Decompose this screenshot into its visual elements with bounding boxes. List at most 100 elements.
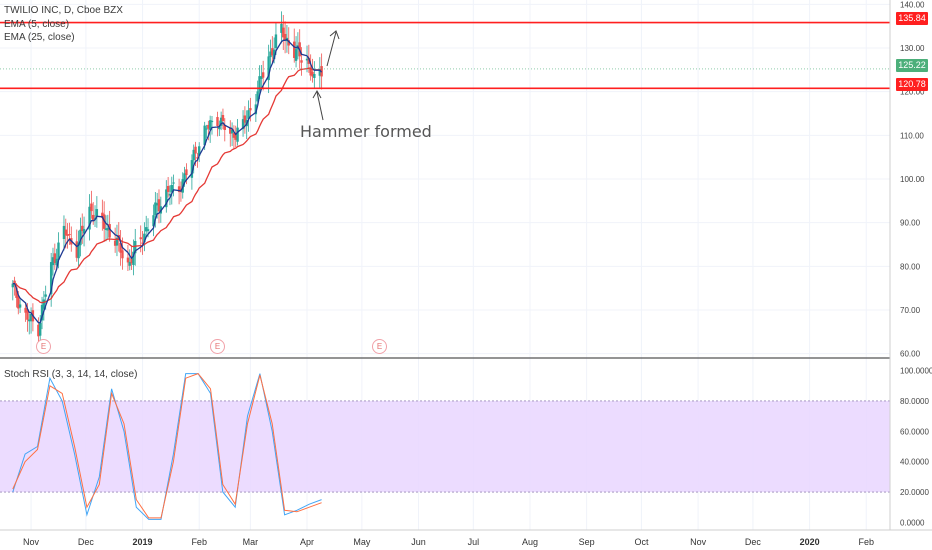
candle-body bbox=[219, 117, 223, 126]
stoch-tick-label: 100.0000 bbox=[900, 367, 932, 376]
candle-body bbox=[104, 228, 108, 230]
candle-body bbox=[307, 57, 311, 64]
ema-slow-legend[interactable]: EMA (25, close) bbox=[4, 32, 75, 43]
candle-body bbox=[77, 242, 80, 259]
candle-body bbox=[192, 149, 195, 161]
x-tick-label: Feb bbox=[191, 537, 207, 547]
candle-body bbox=[172, 182, 175, 184]
x-tick-label: Feb bbox=[858, 537, 874, 547]
candle-body bbox=[269, 51, 272, 58]
ema-slow-line bbox=[12, 67, 322, 304]
candle-body bbox=[68, 234, 71, 236]
support-price-tag: 120.78 bbox=[896, 78, 928, 91]
x-tick-label: Apr bbox=[300, 537, 314, 547]
candle-body bbox=[126, 257, 130, 263]
candle-body bbox=[261, 72, 265, 78]
candle-body bbox=[15, 287, 18, 298]
candle-body bbox=[282, 27, 285, 38]
candle-body bbox=[196, 157, 199, 159]
candle-body bbox=[274, 34, 278, 49]
candle-body bbox=[271, 48, 274, 56]
candle-body bbox=[90, 203, 93, 212]
candle-body bbox=[121, 250, 124, 259]
candle-body bbox=[168, 193, 172, 196]
y-tick-label: 100.00 bbox=[900, 175, 925, 184]
candle-body bbox=[128, 261, 131, 266]
candle-body bbox=[57, 242, 60, 260]
candle-body bbox=[64, 229, 67, 236]
x-tick-label: Nov bbox=[23, 537, 40, 547]
candle-body bbox=[95, 209, 99, 217]
stoch-band bbox=[0, 400, 890, 493]
candle-body bbox=[154, 202, 157, 216]
candle-body bbox=[49, 262, 53, 295]
candle-body bbox=[17, 295, 20, 309]
stoch-rsi-pane bbox=[0, 373, 890, 520]
candle-body bbox=[152, 215, 155, 227]
candle-body bbox=[203, 125, 206, 146]
earnings-marker[interactable]: E bbox=[372, 339, 387, 354]
candle-body bbox=[92, 214, 95, 222]
candle-body bbox=[258, 76, 261, 92]
candle-body bbox=[177, 186, 181, 193]
x-tick-label: Dec bbox=[745, 537, 762, 547]
x-tick-label: Oct bbox=[634, 537, 649, 547]
candle-body bbox=[230, 129, 234, 134]
candle-body bbox=[51, 257, 55, 266]
candle-body bbox=[190, 160, 194, 178]
candle-body bbox=[75, 241, 78, 258]
candle-body bbox=[130, 258, 133, 264]
candle-body bbox=[11, 283, 14, 288]
candle-body bbox=[256, 91, 259, 102]
candle-body bbox=[24, 307, 27, 313]
candle-body bbox=[241, 119, 245, 129]
pointer-arrow-drawing[interactable] bbox=[312, 89, 324, 121]
candle-body bbox=[313, 73, 316, 78]
stoch-rsi-legend[interactable]: Stoch RSI (3, 3, 14, 14, close) bbox=[4, 369, 138, 380]
x-tick-label: Nov bbox=[690, 537, 707, 547]
earnings-marker[interactable]: E bbox=[36, 339, 51, 354]
candle-body bbox=[62, 225, 66, 240]
y-tick-label: 70.00 bbox=[900, 306, 921, 315]
candle-body bbox=[119, 242, 122, 253]
up-arrow-drawing[interactable] bbox=[326, 30, 340, 67]
hammer-annotation[interactable]: Hammer formed bbox=[300, 122, 432, 141]
candle-body bbox=[29, 314, 33, 322]
chart-title: TWILIO INC, D, Cboe BZX bbox=[4, 5, 123, 16]
candle-body bbox=[146, 229, 150, 232]
candle-body bbox=[232, 133, 236, 138]
candle-body bbox=[106, 227, 110, 231]
earnings-marker[interactable]: E bbox=[210, 339, 225, 354]
candle-body bbox=[221, 115, 225, 122]
candle-body bbox=[170, 184, 173, 193]
candle-body bbox=[194, 146, 197, 154]
candles bbox=[11, 11, 323, 343]
x-tick-label: May bbox=[353, 537, 371, 547]
candle-body bbox=[79, 229, 82, 246]
x-tick-label: Sep bbox=[579, 537, 595, 547]
candle-body bbox=[267, 56, 270, 81]
candle-body bbox=[101, 212, 104, 218]
horizontal-levels[interactable] bbox=[0, 21, 890, 90]
candle-body bbox=[26, 308, 29, 320]
y-tick-label: 120.00 bbox=[900, 88, 925, 97]
candle-body bbox=[210, 120, 214, 123]
x-tick-label: Dec bbox=[78, 537, 95, 547]
stoch-tick-label: 0.0000 bbox=[900, 518, 925, 527]
x-tick-label: 2020 bbox=[800, 537, 820, 547]
candle-body bbox=[53, 253, 57, 264]
ema-fast-legend[interactable]: EMA (5, close) bbox=[4, 19, 70, 30]
candle-body bbox=[113, 240, 117, 246]
stoch-tick-label: 60.0000 bbox=[900, 427, 929, 436]
candle-body bbox=[305, 58, 309, 61]
candle-body bbox=[134, 241, 137, 254]
candle-body bbox=[283, 33, 287, 41]
candle-body bbox=[272, 49, 276, 60]
candle-body bbox=[88, 206, 91, 230]
price-axis: 60.00 70.00 80.00 90.00 100.00 110.00 120.00 13… bbox=[900, 0, 932, 527]
y-tick-label: 90.00 bbox=[900, 219, 921, 228]
y-tick-label: 130.00 bbox=[900, 44, 925, 53]
candle-body bbox=[311, 71, 314, 77]
candle-body bbox=[254, 104, 258, 115]
